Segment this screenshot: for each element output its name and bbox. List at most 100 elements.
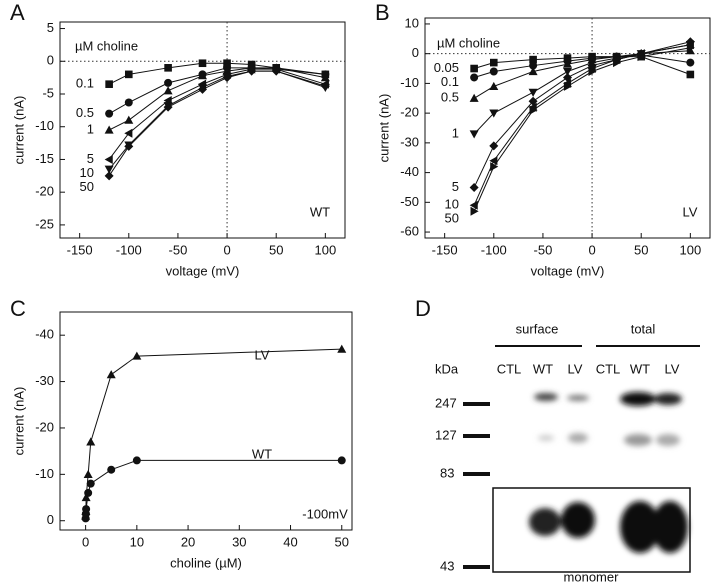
x-tick-label: 10 — [130, 534, 144, 549]
marker — [86, 479, 95, 488]
y-tick-label: -20 — [400, 105, 419, 120]
marker — [104, 125, 114, 134]
x-tick-label: 30 — [232, 534, 246, 549]
marker — [489, 58, 498, 67]
series-line — [473, 44, 691, 206]
marker — [528, 88, 538, 97]
marker — [489, 109, 499, 118]
x-axis-label: voltage (mV) — [166, 263, 240, 278]
series-label: 0.5 — [441, 90, 459, 105]
marker — [337, 456, 346, 465]
marker — [685, 46, 695, 55]
y-tick-label: -25 — [35, 216, 54, 231]
x-tick-label: 0 — [588, 242, 595, 257]
marker — [563, 67, 572, 77]
series-label: 5 — [452, 179, 459, 194]
marker — [489, 156, 498, 166]
series-line — [473, 47, 691, 212]
x-tick-label: 40 — [283, 534, 297, 549]
marker — [163, 86, 173, 95]
marker — [124, 98, 133, 107]
marker — [164, 64, 172, 72]
series-line — [473, 41, 691, 188]
monomer-box — [492, 487, 691, 573]
x-tick-label: 0 — [223, 242, 230, 257]
marker — [124, 128, 133, 138]
unit-label: kDa — [435, 361, 459, 376]
marker — [163, 102, 173, 112]
marker — [528, 67, 538, 76]
series-line — [108, 62, 326, 85]
panel-letter: A — [10, 0, 25, 25]
series-label: 50 — [445, 211, 459, 226]
y-tick-label: -30 — [400, 134, 419, 149]
x-tick-label: 50 — [634, 242, 648, 257]
ladder — [463, 402, 490, 569]
x-tick-label: 0 — [82, 534, 89, 549]
lane-label: WT — [630, 361, 650, 376]
caption: monomer — [564, 569, 620, 584]
y-tick-label: -20 — [35, 184, 54, 199]
lane-label: CTL — [596, 361, 621, 376]
marker — [613, 58, 622, 68]
series-line — [108, 70, 326, 177]
plot-frame — [59, 21, 346, 239]
x-tick-label: -50 — [169, 242, 188, 257]
series-label: 10 — [80, 165, 94, 180]
series-label: 0.05 — [434, 60, 459, 75]
x-tick-label: -100 — [481, 242, 507, 257]
marker — [86, 437, 96, 446]
lane-label: CTL — [497, 361, 522, 376]
bands — [529, 392, 688, 553]
marker — [469, 130, 479, 139]
marker — [588, 67, 597, 77]
series-label: 5 — [87, 151, 94, 166]
x-tick-label: -100 — [116, 242, 142, 257]
lane-label: LV — [568, 361, 583, 376]
series-line — [108, 70, 326, 170]
marker — [104, 154, 113, 164]
marker — [107, 465, 116, 474]
marker — [563, 81, 572, 91]
marker — [320, 81, 330, 91]
marker — [124, 141, 134, 151]
series-label: 1 — [87, 121, 94, 136]
series-label: 1 — [452, 125, 459, 140]
marker — [132, 351, 142, 360]
marker — [105, 109, 114, 118]
marker — [529, 105, 538, 115]
y-tick-label: -15 — [35, 151, 54, 166]
marker — [271, 66, 281, 76]
y-tick-label: -40 — [35, 327, 54, 342]
marker — [529, 55, 537, 64]
marker — [82, 505, 91, 514]
marker — [686, 70, 695, 79]
x-tick-label: 20 — [181, 534, 195, 549]
x-axis-label: voltage (mV) — [531, 263, 605, 278]
series-label: 0.5 — [76, 105, 94, 120]
marker — [223, 59, 231, 68]
y-tick-label: -40 — [400, 164, 419, 179]
marker — [469, 93, 479, 102]
marker — [470, 206, 479, 216]
x-tick-label: -50 — [534, 242, 553, 257]
y-tick-label: -30 — [35, 373, 54, 388]
series-label: 0.1 — [76, 76, 94, 91]
annotation: WT — [252, 446, 272, 461]
series-label: 50 — [80, 179, 94, 194]
y-axis-label: current (nA) — [11, 387, 26, 456]
series-label: 0.1 — [441, 74, 459, 89]
marker — [106, 370, 116, 379]
lane-label: WT — [533, 361, 553, 376]
y-axis-label: current (nA) — [376, 94, 391, 163]
marker — [132, 456, 141, 465]
annotation: LV — [683, 204, 698, 219]
plot-frame — [59, 311, 353, 531]
marker — [469, 182, 479, 192]
marker — [81, 493, 91, 502]
marker — [490, 162, 499, 172]
y-tick-label: -5 — [42, 85, 54, 100]
series-line — [85, 348, 342, 517]
marker — [489, 67, 498, 76]
